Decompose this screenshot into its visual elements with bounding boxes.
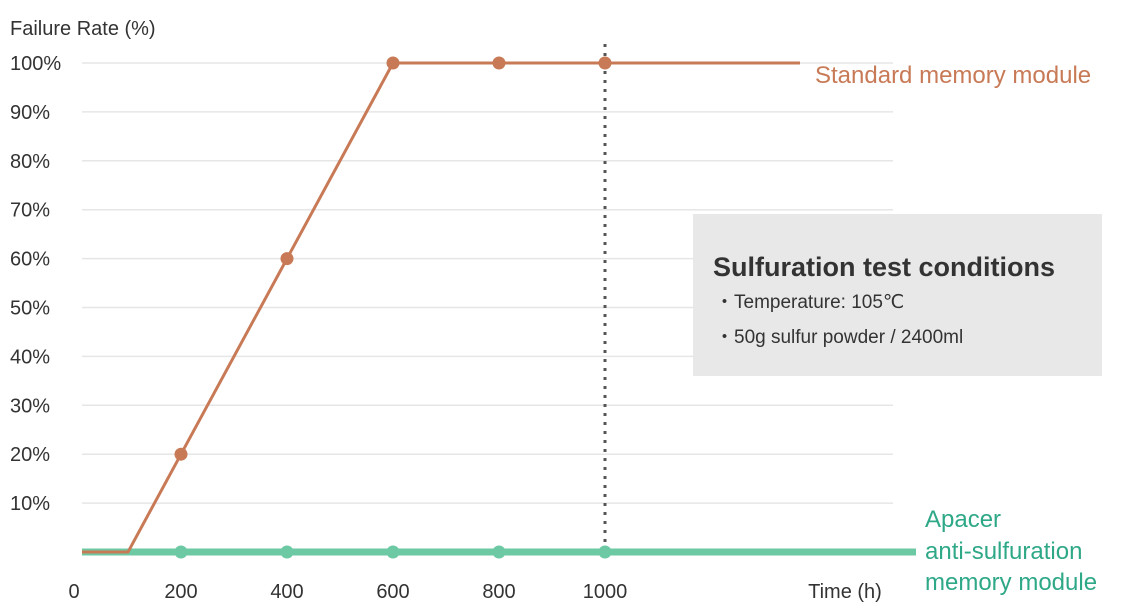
- standard-point-600: [386, 56, 400, 70]
- apacer-point-600: [386, 545, 400, 559]
- standard-point-1000: [598, 56, 612, 70]
- apacer-point-200: [174, 545, 188, 559]
- apacer-point-400: [280, 545, 294, 559]
- test-conditions-title: Sulfuration test conditions: [713, 252, 1055, 282]
- series-group: [82, 56, 916, 559]
- y-tick-10: 10%: [10, 493, 50, 515]
- x-tick-labels: 0 200 400 600 800 1000: [68, 581, 627, 603]
- test-condition-temperature: ・Temperature: 105℃: [715, 292, 904, 313]
- x-tick-800: 800: [482, 581, 515, 603]
- x-tick-0: 0: [68, 581, 79, 603]
- y-tick-80: 80%: [10, 151, 50, 173]
- y-tick-90: 90%: [10, 102, 50, 124]
- y-tick-labels: 10% 20% 30% 40% 50% 60% 70% 80% 90% 100%: [10, 53, 61, 515]
- apacer-point-800: [492, 545, 506, 559]
- y-tick-60: 60%: [10, 249, 50, 271]
- apacer-point-1000: [598, 545, 612, 559]
- series-label-apacer-line2: anti-sulfuration: [925, 538, 1082, 565]
- x-tick-600: 600: [376, 581, 409, 603]
- x-tick-200: 200: [164, 581, 197, 603]
- y-tick-70: 70%: [10, 200, 50, 222]
- series-label-standard: Standard memory module: [815, 62, 1091, 89]
- y-tick-20: 20%: [10, 444, 50, 466]
- standard-point-400: [280, 252, 294, 266]
- test-condition-sulfur: ・50g sulfur powder / 2400ml: [715, 327, 963, 348]
- standard-point-800: [492, 56, 506, 70]
- x-tick-400: 400: [270, 581, 303, 603]
- series-label-apacer-line1: Apacer: [925, 506, 1001, 533]
- x-axis-title: Time (h): [808, 581, 882, 603]
- y-axis-title: Failure Rate (%): [10, 18, 156, 40]
- y-tick-30: 30%: [10, 395, 50, 417]
- standard-point-200: [174, 447, 188, 461]
- y-tick-50: 50%: [10, 298, 50, 320]
- series-line-standard: [82, 61, 800, 554]
- y-tick-100: 100%: [10, 53, 61, 75]
- x-tick-1000: 1000: [583, 581, 628, 603]
- test-conditions-box: [693, 214, 1102, 376]
- y-tick-40: 40%: [10, 346, 50, 368]
- series-label-apacer-line3: memory module: [925, 569, 1097, 596]
